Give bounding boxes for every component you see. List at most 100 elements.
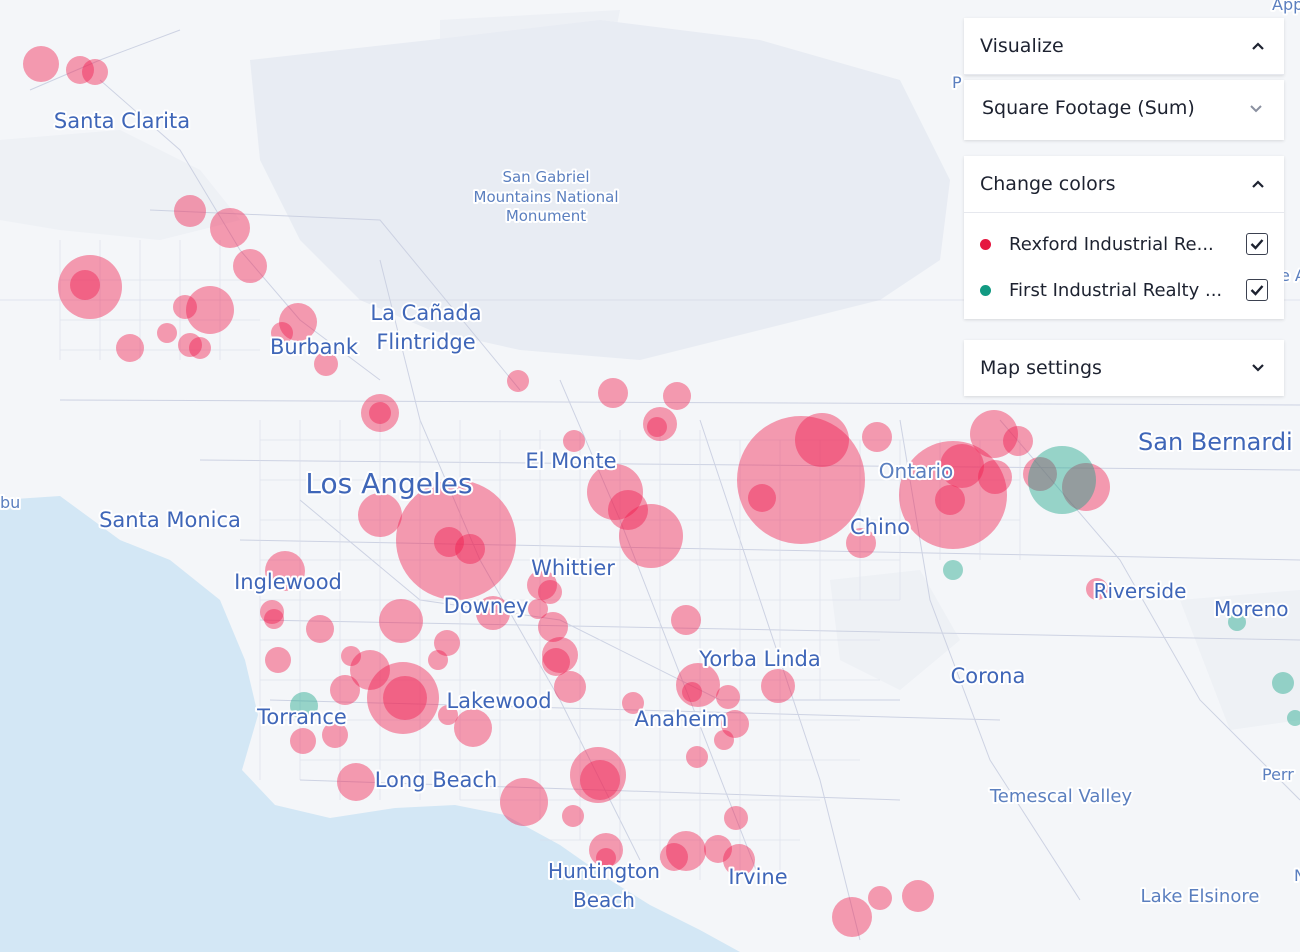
rexford-bubble[interactable] bbox=[862, 422, 892, 452]
rexford-bubble[interactable] bbox=[587, 464, 643, 520]
rexford-bubble[interactable] bbox=[538, 612, 568, 642]
rexford-bubble[interactable] bbox=[832, 897, 872, 937]
rexford-bubble[interactable] bbox=[761, 669, 795, 703]
rexford-bubble[interactable] bbox=[1062, 463, 1110, 511]
rexford-bubble[interactable] bbox=[676, 663, 720, 707]
rexford-bubble[interactable] bbox=[663, 382, 691, 410]
rexford-bubble[interactable] bbox=[189, 337, 211, 359]
rexford-bubble[interactable] bbox=[538, 580, 562, 604]
rexford-bubble[interactable] bbox=[671, 605, 701, 635]
chevron-down-icon[interactable] bbox=[1248, 358, 1268, 378]
first-industrial-bubble[interactable] bbox=[1287, 710, 1300, 726]
rexford-bubble[interactable] bbox=[596, 848, 616, 868]
rexford-bubble[interactable] bbox=[264, 609, 284, 629]
rexford-bubble[interactable] bbox=[619, 504, 683, 568]
first-industrial-bubble[interactable] bbox=[1028, 446, 1096, 514]
rexford-bubble[interactable] bbox=[580, 760, 620, 800]
rexford-bubble[interactable] bbox=[361, 394, 399, 432]
chevron-up-icon[interactable] bbox=[1248, 36, 1268, 56]
first-industrial-bubble[interactable] bbox=[1228, 613, 1246, 631]
rexford-bubble[interactable] bbox=[542, 648, 570, 676]
rexford-bubble[interactable] bbox=[643, 407, 677, 441]
rexford-bubble[interactable] bbox=[608, 490, 648, 530]
rexford-bubble[interactable] bbox=[1023, 457, 1057, 491]
legend-item-rexford[interactable]: Rexford Industrial Re... bbox=[964, 221, 1284, 267]
rexford-bubble[interactable] bbox=[367, 662, 439, 734]
rexford-bubble[interactable] bbox=[265, 647, 291, 673]
rexford-bubble[interactable] bbox=[322, 722, 348, 748]
rexford-bubble[interactable] bbox=[330, 675, 360, 705]
rexford-bubble[interactable] bbox=[396, 480, 516, 600]
rexford-bubble[interactable] bbox=[70, 270, 100, 300]
rexford-bubble[interactable] bbox=[970, 410, 1018, 458]
rexford-bubble[interactable] bbox=[476, 596, 510, 630]
legend-color-swatch[interactable] bbox=[980, 238, 991, 250]
rexford-bubble[interactable] bbox=[428, 650, 448, 670]
rexford-bubble[interactable] bbox=[598, 378, 628, 408]
rexford-bubble[interactable] bbox=[562, 805, 584, 827]
rexford-bubble[interactable] bbox=[337, 763, 375, 801]
rexford-bubble[interactable] bbox=[978, 460, 1012, 494]
legend-checkbox[interactable] bbox=[1246, 279, 1268, 301]
rexford-bubble[interactable] bbox=[1003, 426, 1033, 456]
rexford-bubble[interactable] bbox=[686, 746, 708, 768]
rexford-bubble[interactable] bbox=[58, 255, 122, 319]
rexford-bubble[interactable] bbox=[306, 615, 334, 643]
change-colors-header[interactable]: Change colors bbox=[964, 156, 1284, 212]
rexford-bubble[interactable] bbox=[660, 843, 688, 871]
rexford-bubble[interactable] bbox=[563, 430, 585, 452]
chevron-down-icon[interactable] bbox=[1246, 98, 1266, 118]
rexford-bubble[interactable] bbox=[454, 709, 492, 747]
rexford-bubble[interactable] bbox=[570, 747, 626, 803]
rexford-bubble[interactable] bbox=[500, 778, 548, 826]
rexford-bubble[interactable] bbox=[723, 844, 755, 876]
rexford-bubble[interactable] bbox=[902, 880, 934, 912]
first-industrial-bubble[interactable] bbox=[290, 692, 318, 720]
rexford-bubble[interactable] bbox=[379, 599, 423, 643]
rexford-bubble[interactable] bbox=[233, 249, 267, 283]
legend-color-swatch[interactable] bbox=[980, 284, 991, 296]
legend-checkbox[interactable] bbox=[1246, 233, 1268, 255]
rexford-bubble[interactable] bbox=[716, 685, 740, 709]
rexford-bubble[interactable] bbox=[721, 710, 749, 738]
rexford-bubble[interactable] bbox=[507, 370, 529, 392]
rexford-bubble[interactable] bbox=[846, 528, 876, 558]
rexford-bubble[interactable] bbox=[290, 728, 316, 754]
rexford-bubble[interactable] bbox=[1086, 578, 1108, 600]
rexford-bubble[interactable] bbox=[682, 682, 702, 702]
rexford-bubble[interactable] bbox=[174, 195, 206, 227]
rexford-bubble[interactable] bbox=[714, 730, 734, 750]
rexford-bubble[interactable] bbox=[66, 56, 94, 84]
rexford-bubble[interactable] bbox=[358, 493, 402, 537]
rexford-bubble[interactable] bbox=[542, 637, 578, 673]
rexford-bubble[interactable] bbox=[157, 323, 177, 343]
rexford-bubble[interactable] bbox=[265, 551, 305, 591]
rexford-bubble[interactable] bbox=[622, 692, 644, 714]
rexford-bubble[interactable] bbox=[173, 295, 197, 319]
rexford-bubble[interactable] bbox=[210, 208, 250, 248]
rexford-bubble[interactable] bbox=[940, 444, 984, 488]
rexford-bubble[interactable] bbox=[528, 599, 548, 619]
rexford-bubble[interactable] bbox=[666, 831, 706, 871]
rexford-bubble[interactable] bbox=[23, 46, 59, 82]
rexford-bubble[interactable] bbox=[554, 671, 586, 703]
rexford-bubble[interactable] bbox=[899, 441, 1007, 549]
rexford-bubble[interactable] bbox=[527, 570, 557, 600]
rexford-bubble[interactable] bbox=[434, 630, 460, 656]
visualize-header[interactable]: Visualize bbox=[964, 18, 1284, 74]
rexford-bubble[interactable] bbox=[350, 650, 390, 690]
rexford-bubble[interactable] bbox=[341, 646, 361, 666]
rexford-bubble[interactable] bbox=[868, 886, 892, 910]
rexford-bubble[interactable] bbox=[314, 352, 338, 376]
rexford-bubble[interactable] bbox=[260, 600, 284, 624]
map-settings-panel[interactable]: Map settings bbox=[964, 340, 1284, 396]
rexford-bubble[interactable] bbox=[279, 303, 317, 341]
rexford-bubble[interactable] bbox=[748, 484, 776, 512]
legend-item-first-industrial[interactable]: First Industrial Realty ... bbox=[964, 267, 1284, 313]
rexford-bubble[interactable] bbox=[116, 334, 144, 362]
rexford-bubble[interactable] bbox=[589, 833, 623, 867]
rexford-bubble[interactable] bbox=[737, 416, 865, 544]
rexford-bubble[interactable] bbox=[935, 485, 965, 515]
first-industrial-bubble[interactable] bbox=[1272, 672, 1294, 694]
